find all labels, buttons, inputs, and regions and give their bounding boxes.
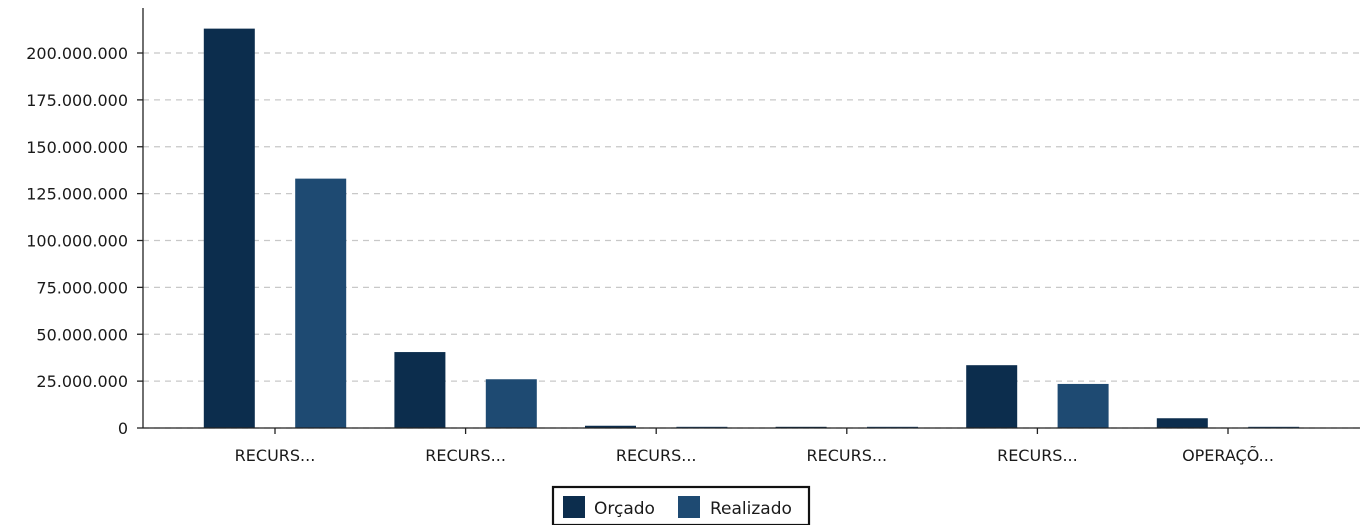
x-tick-label: RECURS...: [806, 446, 887, 465]
y-axis-tick-labels: 0 25.000.000 50.000.000 75.000.000 100.000.0…: [26, 44, 143, 438]
x-tick-label: RECURS...: [997, 446, 1078, 465]
y-tick-label: 0: [118, 419, 128, 438]
legend-swatch: [563, 496, 585, 518]
y-tick-label: 150.000.000: [26, 138, 128, 157]
bar-realizado: [1057, 383, 1109, 428]
bar-realizado: [485, 379, 537, 428]
legend-label: Realizado: [710, 499, 792, 519]
axes: [142, 8, 1360, 429]
bar-realizado: [295, 178, 347, 428]
x-tick-label: OPERAÇÕ...: [1182, 446, 1274, 465]
y-tick-label: 100.000.000: [26, 232, 128, 251]
y-tick-label: 175.000.000: [26, 91, 128, 110]
bar-orcado: [966, 365, 1018, 428]
x-tick-label: RECURS...: [616, 446, 697, 465]
x-tick-label: RECURS...: [425, 446, 506, 465]
y-tick-label: 200.000.000: [26, 44, 128, 63]
y-tick-label: 75.000.000: [36, 278, 128, 297]
y-tick-label: 50.000.000: [36, 325, 128, 344]
bar-orcado: [1156, 418, 1208, 428]
x-tick-label: RECURS...: [235, 446, 316, 465]
bar-orcado: [585, 425, 636, 428]
y-tick-label: 25.000.000: [36, 372, 128, 391]
bar-orcado: [203, 28, 255, 428]
legend-label: Orçado: [594, 499, 655, 519]
bar-orcado: [394, 352, 446, 428]
x-axis-ticks: RECURS... RECURS... RECURS... RECURS... RECU…: [235, 428, 1274, 465]
legend: Orçado Realizado: [551, 485, 811, 525]
y-tick-label: 125.000.000: [26, 185, 128, 204]
legend-swatch: [678, 496, 700, 518]
bars: [203, 28, 1300, 428]
